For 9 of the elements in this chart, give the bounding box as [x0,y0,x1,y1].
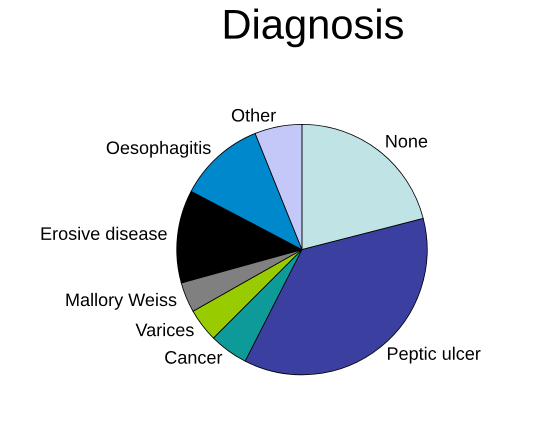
slice-label: None [386,134,428,148]
slice-label: Varices [136,323,194,336]
slice-label: Mallory Weiss [66,292,176,310]
slice-label: Peptic ulcer [388,346,481,364]
chart-title: Diagnosis [224,8,403,48]
slice-label: Oesophagitis [106,140,211,158]
slice-label: Other [232,108,276,122]
slice-label: Erosive disease [42,226,167,240]
slice-label: Cancer [165,351,222,364]
